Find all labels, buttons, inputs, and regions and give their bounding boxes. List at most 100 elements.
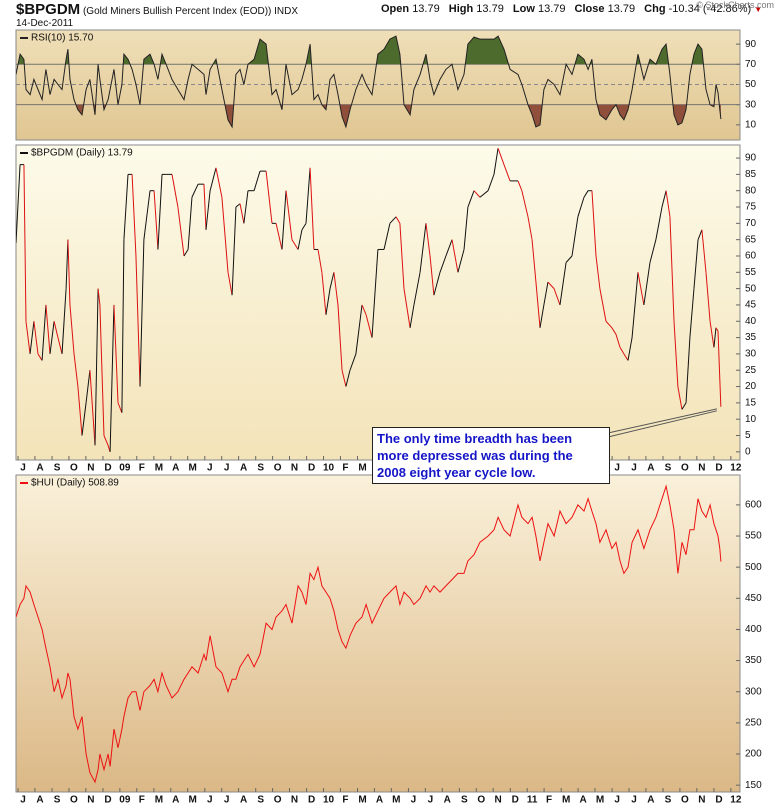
x-tick-label: A [647,795,654,806]
line-segment [177,206,185,257]
x-tick-label: O [681,463,689,474]
legend-label: $BPGDM (Daily) 13.79 [31,148,133,159]
line-segment [395,216,401,224]
line-segment [717,331,721,381]
x-tick-label: A [647,463,654,474]
line-segment [361,304,367,315]
line-segment [383,223,391,250]
line-segment [329,272,335,289]
x-tick-label: D [104,795,111,806]
line-segment [67,239,71,305]
y-tick-label: 20 [745,381,757,392]
x-tick-label: A [240,795,247,806]
line-segment [37,353,43,361]
y-tick-label: 500 [745,562,762,573]
x-tick-label: J [20,463,26,474]
line-segment [221,197,229,273]
x-tick-label: S [257,463,264,474]
x-tick-label: M [155,795,163,806]
quote-value: 13.79 [537,3,566,15]
line-segment [281,190,287,250]
x-tick-label: 09 [119,463,131,474]
line-segment [669,216,675,322]
line-segment [487,174,495,191]
x-tick-label: M [189,463,197,474]
line-segment [57,337,63,355]
y-tick-label: 45 [745,300,757,311]
x-tick-label: N [698,795,705,806]
line-segment [16,164,21,243]
line-segment [583,190,589,198]
y-tick-label: 200 [745,749,762,760]
x-tick-label: F [342,463,348,474]
x-tick-label: S [54,463,61,474]
title-row: $BPGDM (Gold Miners Bullish Percent Inde… [16,1,298,18]
x-tick-label: J [207,463,213,474]
line-segment [73,353,79,387]
line-segment [457,249,465,273]
line-segment [705,272,711,322]
line-segment [611,327,617,335]
quote: Open 13.79 High 13.79 Low 13.79 Close 13… [375,3,762,15]
line-segment [305,167,311,224]
line-segment [661,190,667,208]
x-tick-label: J [224,795,230,806]
x-tick-label: A [579,795,586,806]
line-segment [135,255,141,387]
x-tick-label: O [274,463,282,474]
x-tick-label: S [665,463,672,474]
line-segment [719,380,722,407]
x-tick-label: 12 [730,795,742,806]
x-tick-label: J [631,795,637,806]
line-segment [53,321,59,338]
line-segment [81,402,87,436]
x-tick-label: M [562,795,570,806]
line-segment [547,281,555,289]
x-tick-label: F [139,463,145,474]
line-segment [539,304,545,328]
y-tick-label: 65 [745,234,757,245]
line-segment [89,370,96,446]
x-tick-label: N [291,463,298,474]
line-segment [429,255,435,296]
line-segment [409,304,415,328]
line-segment [701,229,707,273]
line-segment [425,223,431,257]
line-segment [503,164,511,182]
y-tick-label: 10 [745,414,757,425]
x-tick-label: J [614,463,620,474]
line-segment [25,321,31,354]
line-segment [627,337,633,361]
y-tick-label: 50 [745,79,757,90]
line-segment [655,206,663,240]
line-segment [265,171,273,224]
x-tick-label: F [546,795,552,806]
y-tick-label: 15 [745,398,757,409]
line-segment [171,174,179,208]
x-tick-label: A [444,795,451,806]
x-tick-label: S [54,795,61,806]
line-segment [599,288,607,322]
line-segment [631,272,639,338]
line-segment [153,190,159,250]
x-tick-label: D [512,795,519,806]
line-segment [473,190,481,198]
x-tick-label: J [207,795,213,806]
line-segment [285,190,293,240]
y-tick-label: 40 [745,316,757,327]
legend-label: $HUI (Daily) 508.89 [31,478,119,489]
line-segment [231,206,237,296]
quote-value: 13.79 [476,3,504,15]
line [16,35,722,129]
x-tick-label: A [36,795,43,806]
line-segment [399,223,405,289]
line-segment [479,190,489,198]
line-segment [103,435,109,446]
line-segment [301,223,307,231]
line-segment [94,288,99,446]
line-segment [439,255,447,273]
y-tick-label: 300 [745,686,762,697]
annotation-pointer [607,408,717,434]
x-tick-label: 09 [119,795,131,806]
